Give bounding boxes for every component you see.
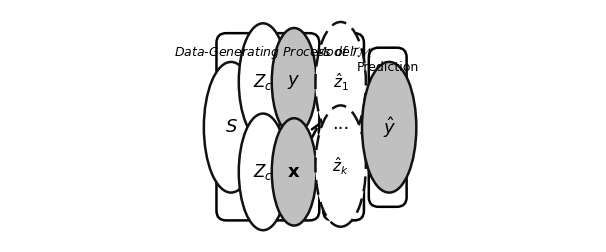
Text: $Z_c$: $Z_c$ <box>253 162 273 182</box>
Ellipse shape <box>204 62 258 193</box>
Text: $y$: $y$ <box>287 73 301 91</box>
Ellipse shape <box>239 114 287 230</box>
FancyBboxPatch shape <box>369 48 407 207</box>
Text: $\mathbf{x}$: $\mathbf{x}$ <box>287 163 301 181</box>
Text: $S$: $S$ <box>225 118 238 136</box>
Text: $\hat{z}_1$: $\hat{z}_1$ <box>333 72 348 93</box>
Text: Prediction: Prediction <box>356 61 419 74</box>
Ellipse shape <box>316 105 366 227</box>
Text: $Z_c$: $Z_c$ <box>253 72 273 92</box>
Text: $\hat{y}$: $\hat{y}$ <box>382 115 396 140</box>
Text: Model $\mathcal{M}$: Model $\mathcal{M}$ <box>315 44 372 59</box>
Text: $\hat{z}_k$: $\hat{z}_k$ <box>332 155 349 177</box>
Ellipse shape <box>316 22 366 143</box>
Text: ...: ... <box>332 115 349 133</box>
Ellipse shape <box>271 28 316 135</box>
FancyBboxPatch shape <box>216 33 319 220</box>
Ellipse shape <box>239 23 287 140</box>
FancyBboxPatch shape <box>323 33 364 220</box>
Ellipse shape <box>271 118 316 226</box>
Text: Data-Generating Process of $\mathcal{T}$: Data-Generating Process of $\mathcal{T}$ <box>174 44 362 61</box>
Ellipse shape <box>362 62 416 193</box>
